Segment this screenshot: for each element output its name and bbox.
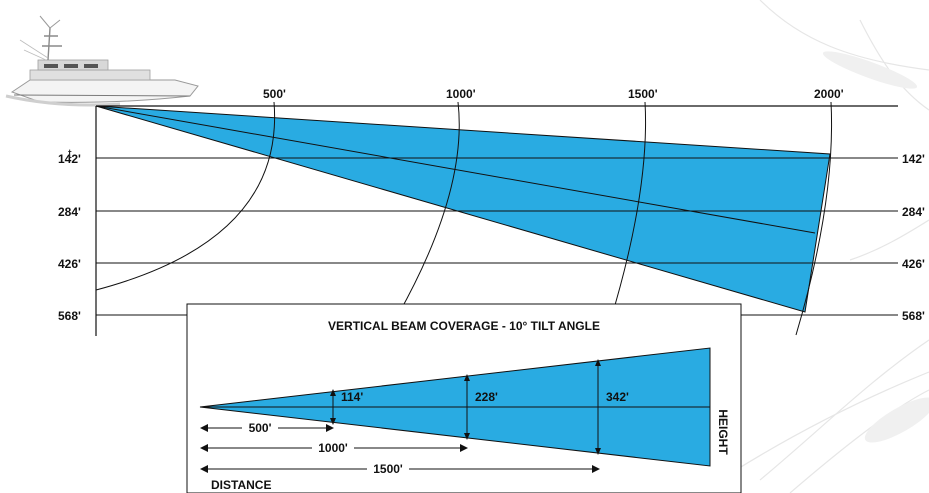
range-arc-1000 [397,101,460,316]
inset-distance-label: 500' [249,421,272,435]
distance-label: 2000' [814,87,844,101]
distance-label: 1500' [628,87,658,101]
inset-distance-label: 1000' [318,441,348,455]
inset-title: VERTICAL BEAM COVERAGE - 10° TILT ANGLE [328,319,600,333]
distance-axis-label: DISTANCE [211,478,271,492]
range-arc-2000 [795,101,833,336]
distance-label: 1000' [446,87,476,101]
range-arc-500 [95,101,276,291]
inset-panel: VERTICAL BEAM COVERAGE - 10° TILT ANGLE … [186,303,742,493]
depth-label-left: 142' [58,152,81,166]
depth-label-right: 568' [902,309,925,323]
depth-label-left: 568' [58,309,81,323]
depth-label-right: 284' [902,205,925,219]
beam-coverage-area [95,105,831,313]
inset-distance-label: 1500' [373,462,403,476]
depth-label-right: 426' [902,257,925,271]
range-arc-1500 [609,101,647,323]
beam-center-line [95,105,816,234]
height-label: 114' [341,390,363,404]
depth-label-left: 426' [58,257,81,271]
height-label: 342' [606,390,629,404]
depth-label-left: 284' [58,205,81,219]
sportfishing-boat-icon [5,15,199,107]
height-label: 228' [475,390,498,404]
arrowhead [464,374,470,440]
stray-text-fragment: t [68,146,72,161]
height-axis-label: HEIGHT [716,409,730,455]
distance-label: 500' [263,87,286,101]
depth-label-right: 142' [902,152,925,166]
